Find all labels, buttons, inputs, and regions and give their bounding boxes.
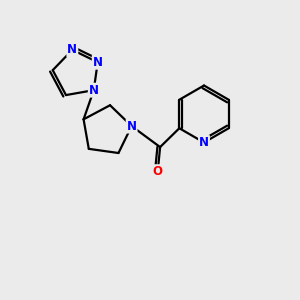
Text: O: O <box>153 165 163 178</box>
Text: N: N <box>199 136 209 149</box>
Text: N: N <box>127 120 136 133</box>
Text: N: N <box>67 44 77 56</box>
Text: N: N <box>89 84 99 97</box>
Text: N: N <box>93 56 103 69</box>
